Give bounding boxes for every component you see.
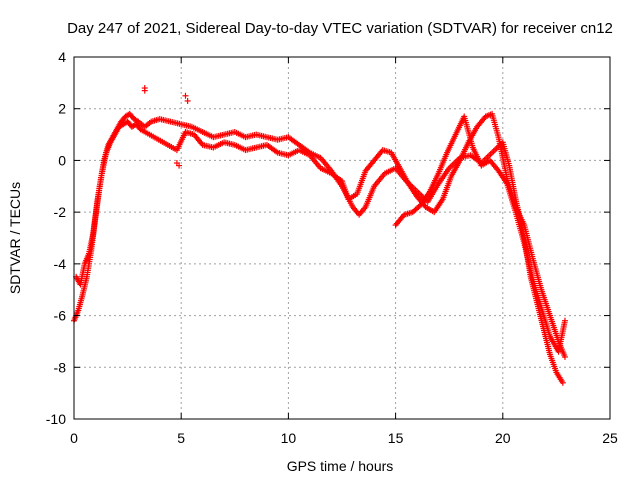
data-point-isolated: [182, 92, 189, 99]
x-tick-label: 25: [602, 430, 618, 446]
axis-ticks: [73, 56, 611, 420]
data-point-isolated: [173, 160, 180, 167]
x-tick-label: 0: [70, 430, 78, 446]
x-axis-label: GPS time / hours: [287, 458, 394, 474]
y-tick-label: -4: [54, 256, 67, 272]
plot-frame: [73, 56, 611, 420]
y-tick-label: 2: [58, 101, 66, 117]
y-tick-label: -10: [46, 411, 66, 427]
x-tick-label: 15: [388, 430, 404, 446]
data-point-track-1: [559, 379, 566, 386]
y-tick-label: -6: [54, 308, 67, 324]
data-point-isolated: [141, 87, 148, 94]
tick-labels: 0 5 10 15 20 25 -10 -8 -6 -4 -2 0 2 4: [46, 49, 618, 446]
x-tick-label: 10: [281, 430, 297, 446]
data-point-isolated: [184, 97, 191, 104]
y-tick-label: 4: [58, 49, 66, 65]
x-tick-label: 5: [177, 430, 185, 446]
data-points: [71, 85, 568, 386]
x-tick-label: 20: [495, 430, 511, 446]
y-axis-label: SDTVAR / TECUs: [7, 182, 23, 294]
y-tick-label: -8: [54, 359, 67, 375]
y-tick-label: 0: [58, 152, 66, 168]
data-point-track-2: [561, 353, 568, 360]
y-tick-label: -2: [54, 204, 67, 220]
chart-title: Day 247 of 2021, Sidereal Day-to-day VTE…: [67, 20, 613, 37]
data-point-track-3: [561, 317, 568, 324]
